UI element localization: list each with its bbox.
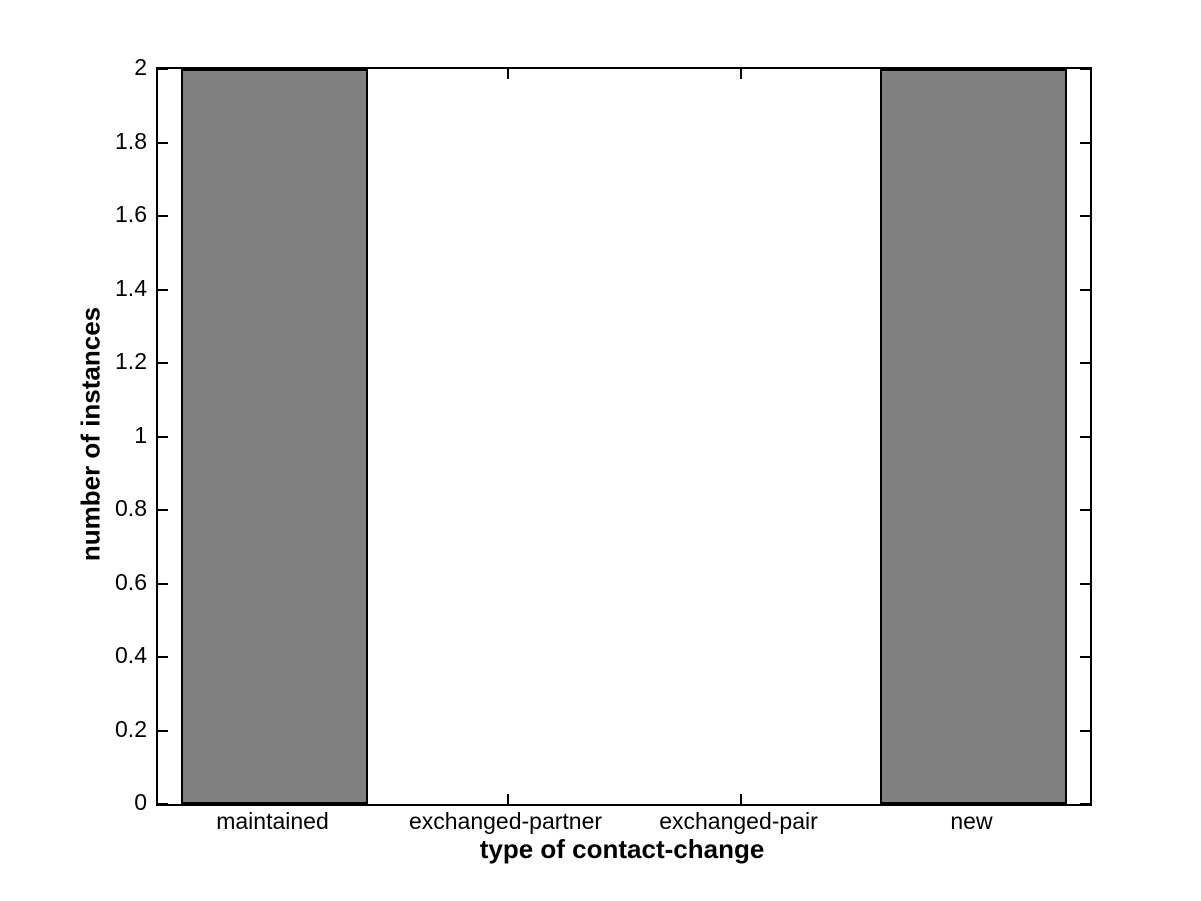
plot-area: [156, 67, 1092, 806]
y-tick-mark-left: [158, 729, 168, 732]
bar-maintained: [181, 69, 368, 804]
y-tick-mark-left: [158, 68, 168, 70]
y-tick-mark-right: [1080, 509, 1090, 511]
y-tick-mark-left: [158, 509, 168, 511]
y-tick-label: 2: [134, 54, 147, 80]
y-tick-label: 1.4: [115, 274, 147, 301]
y-tick-mark-left: [158, 215, 168, 217]
x-tick-mark-bottom: [739, 794, 742, 804]
y-axis-label: number of instances: [75, 306, 106, 562]
y-tick-mark-right: [1080, 215, 1090, 217]
y-tick-mark-left: [158, 141, 168, 144]
x-tick-label-maintained: maintained: [216, 808, 329, 834]
y-tick-mark-right: [1080, 362, 1090, 364]
x-axis-label: type of contact-change: [479, 834, 765, 864]
y-tick-label: 0.2: [115, 715, 147, 742]
y-tick-label: 1.2: [115, 348, 147, 374]
y-tick-label: 1: [134, 421, 147, 448]
y-tick-mark-right: [1080, 435, 1090, 438]
y-tick-mark-right: [1080, 68, 1090, 70]
y-tick-mark-right: [1080, 288, 1090, 291]
y-tick-mark-left: [158, 656, 168, 658]
y-tick-label: 0.8: [115, 495, 147, 521]
x-tick-label-new: new: [950, 808, 993, 834]
x-tick-label-exchanged-pair: exchanged-pair: [659, 808, 818, 834]
x-tick-label-exchanged-partner: exchanged-partner: [408, 808, 603, 834]
y-tick-label: 1.8: [115, 127, 147, 154]
x-tick-mark-bottom: [506, 794, 509, 804]
y-tick-mark-right: [1080, 582, 1090, 585]
y-tick-mark-left: [158, 435, 168, 438]
y-tick-mark-right: [1080, 141, 1090, 144]
y-tick-label: 0: [134, 789, 147, 815]
y-tick-mark-left: [158, 362, 168, 364]
x-tick-mark-top: [739, 69, 742, 79]
y-tick-label: 0.6: [115, 568, 147, 595]
y-tick-mark-right: [1080, 656, 1090, 658]
x-tick-mark-top: [506, 69, 509, 79]
y-tick-mark-left: [158, 582, 168, 585]
y-tick-mark-right: [1080, 729, 1090, 732]
y-tick-label: 0.4: [115, 642, 147, 668]
y-tick-mark-left: [158, 803, 168, 805]
y-tick-label: 1.6: [115, 201, 147, 227]
y-tick-mark-left: [158, 288, 168, 291]
bar-new: [880, 69, 1067, 804]
y-tick-mark-right: [1080, 803, 1090, 805]
